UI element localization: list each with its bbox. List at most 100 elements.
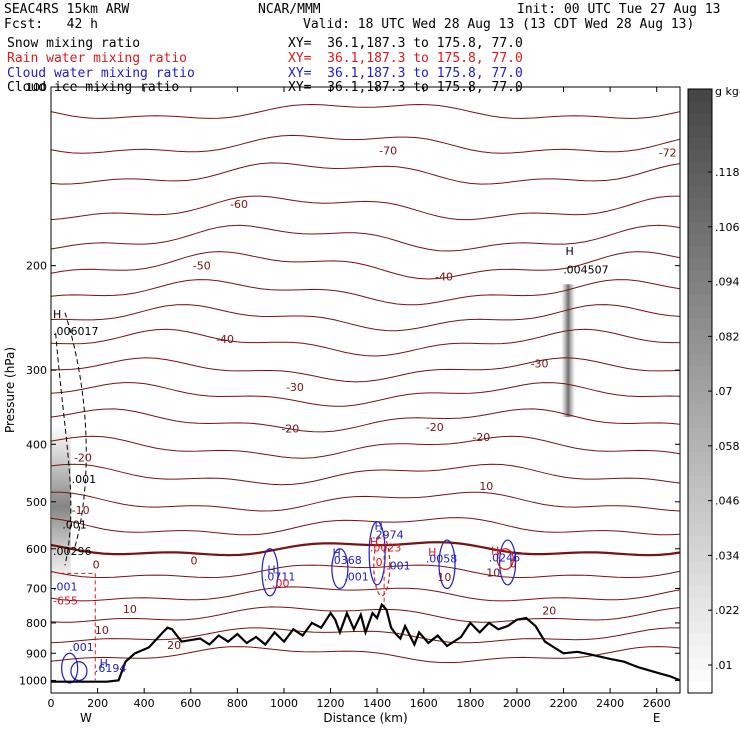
colorbar-swatch — [688, 330, 712, 344]
field-snow-label: Snow mixing ratio — [7, 36, 141, 51]
temperature-contour-line — [50, 463, 681, 486]
contour-label: .2974 — [372, 528, 404, 541]
temperature-contour-line — [50, 134, 681, 154]
terrain-profile — [51, 602, 681, 683]
temperature-contour-line — [50, 517, 681, 536]
contour-label: .6194 — [95, 662, 127, 675]
colorbar-swatch — [688, 608, 712, 622]
colorbar-swatch — [688, 680, 712, 694]
x-tick-label: 2000 — [503, 697, 531, 710]
colorbar-swatch — [688, 354, 712, 368]
contour-label: .001 — [386, 559, 411, 572]
colorbar-swatch — [688, 149, 712, 162]
colorbar-label: .046 — [715, 495, 740, 508]
y-tick-label: 900 — [26, 647, 47, 660]
hydrometeor-contour — [438, 539, 456, 590]
contour-label: -20 — [281, 422, 299, 435]
colorbar-swatch — [688, 584, 712, 597]
contour-label: 0 — [510, 557, 517, 570]
temperature-contour-line — [50, 195, 681, 221]
colorbar-swatch — [688, 463, 712, 477]
colorbar-swatch — [688, 125, 712, 138]
colorbar-swatch — [688, 668, 712, 682]
temperature-contour-line — [50, 279, 681, 306]
y-tick-label: 200 — [26, 260, 47, 273]
contour-label: H — [428, 546, 436, 559]
contour-label: -72 — [659, 147, 677, 160]
contour-label: 10 — [123, 603, 137, 616]
contour-annotations: H .006017 .001 .001 .00296 -20 -10 0 0 0 10 10 10 10 1… — [53, 145, 677, 675]
contour-label: H — [370, 535, 378, 548]
colorbar-swatch — [688, 137, 712, 150]
contour-label: -30 — [286, 381, 304, 394]
colorbar-swatch — [688, 596, 712, 609]
y-tick-label: 600 — [26, 543, 47, 556]
colorbar-swatch — [688, 366, 712, 380]
contour-label: H — [491, 545, 499, 558]
contour-label: .004507 — [563, 263, 609, 276]
hydrometeor-contour — [331, 548, 349, 590]
colorbar-swatch — [688, 632, 712, 646]
x-tick-label: 1000 — [270, 697, 298, 710]
contour-label: .0058 — [426, 553, 458, 566]
colorbar-label: .034 — [715, 549, 740, 562]
colorbar-swatch — [688, 415, 712, 428]
temperature-contour-line — [50, 382, 681, 407]
contour-label: -30 — [531, 358, 549, 371]
hydrometeor-contour — [61, 652, 79, 684]
east-label: E — [653, 711, 661, 725]
y-tick-label: 400 — [26, 438, 47, 451]
x-tick-label: 400 — [134, 697, 155, 710]
temperature-contour-line — [50, 606, 681, 623]
contour-label: 10 — [486, 566, 500, 579]
contour-label: 10 — [437, 571, 451, 584]
colorbar-swatch — [688, 535, 712, 549]
hydrometeor-contours — [55, 312, 517, 684]
field-cloudwater-label: Cloud water mixing ratio — [7, 66, 195, 81]
forecast-hour: Fcst: 42 h — [4, 17, 98, 32]
contour-label: -60 — [230, 198, 248, 211]
colorbar-swatch — [688, 233, 712, 247]
contour-label: H — [53, 308, 61, 321]
colorbar-swatch — [688, 548, 712, 561]
colorbar-swatch — [688, 487, 712, 501]
contour-label: .0368 — [330, 554, 362, 567]
colorbar-label: .022 — [715, 604, 740, 617]
colorbar-label: .094 — [715, 276, 740, 289]
terrain-line — [51, 602, 681, 683]
contour-label: -10 — [72, 504, 90, 517]
contour-label: .001 — [53, 580, 78, 593]
temperature-contours — [50, 103, 681, 664]
contour-label: H — [374, 520, 382, 533]
contour-label: -20 — [74, 452, 92, 465]
colorbar-swatch — [688, 342, 712, 356]
temperature-contour-line — [50, 491, 681, 512]
x-axis-title: Distance (km) — [323, 711, 407, 725]
hydrometeor-contour — [499, 539, 517, 586]
colorbar-swatch — [688, 282, 712, 295]
colorbar-unit: g kg-1 — [715, 85, 740, 98]
field-cloudwater-xy: XY= 36.1,187.3 to 175.8, 77.0 — [288, 66, 523, 81]
colorbar-label: .118 — [715, 166, 740, 179]
contour-label: .0023 — [370, 541, 402, 554]
x-tick-label: 1400 — [363, 697, 391, 710]
contour-label: -20 — [472, 431, 490, 444]
x-tick-label: 0 — [48, 697, 55, 710]
field-rain-label: Rain water mixing ratio — [7, 51, 188, 66]
x-tick-label: 2200 — [550, 697, 578, 710]
colorbar-label: .082 — [715, 330, 740, 343]
snow-contour — [55, 333, 72, 566]
colorbar-swatch — [688, 523, 712, 537]
colorbar-swatch — [688, 427, 712, 440]
contour-label: 20 — [542, 605, 556, 618]
colorbar-label: .01 — [715, 659, 733, 672]
y-tick-label: 1000 — [19, 674, 47, 687]
temperature-contour-line — [50, 162, 681, 185]
hydrometeor-contour — [70, 661, 88, 682]
colorbar-swatch — [688, 439, 712, 452]
contour-label: -40 — [216, 333, 234, 346]
rain-contour — [60, 572, 96, 681]
colorbar-swatch — [688, 560, 712, 573]
colorbar-swatch — [688, 258, 712, 271]
ice-shading-east — [561, 284, 576, 418]
